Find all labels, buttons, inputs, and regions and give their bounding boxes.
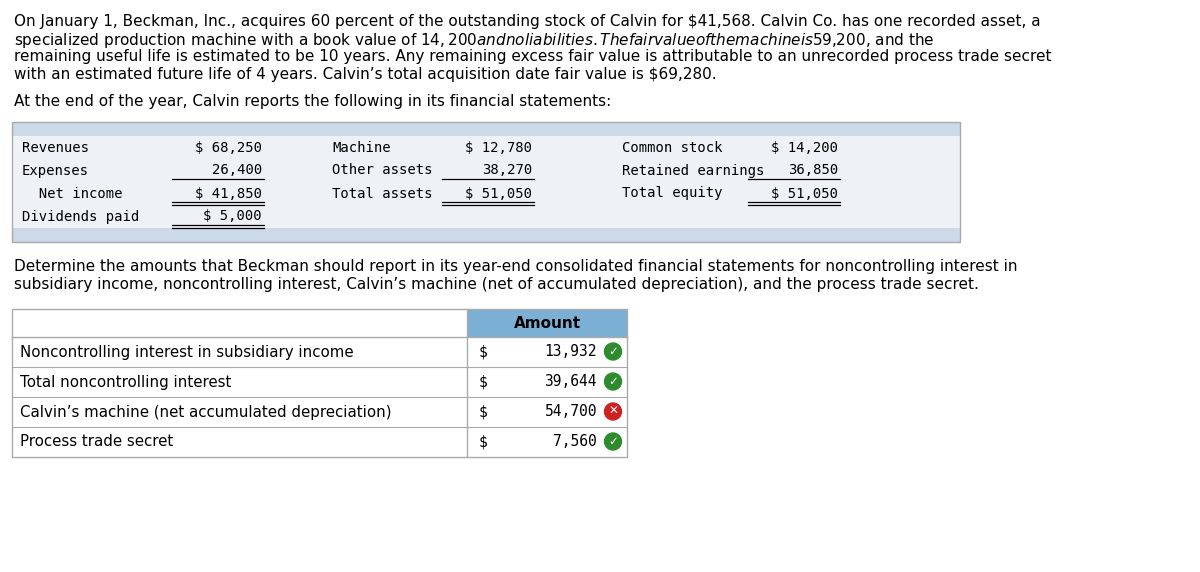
Text: Determine the amounts that Beckman should report in its year-end consolidated fi: Determine the amounts that Beckman shoul… bbox=[14, 260, 1018, 275]
Text: $ 68,250: $ 68,250 bbox=[194, 141, 262, 154]
Text: Retained earnings: Retained earnings bbox=[622, 164, 764, 177]
Circle shape bbox=[605, 343, 622, 360]
Text: subsidiary income, noncontrolling interest, Calvin’s machine (net of accumulated: subsidiary income, noncontrolling intere… bbox=[14, 277, 979, 292]
Text: 7,560: 7,560 bbox=[553, 435, 598, 450]
Bar bbox=[12, 308, 628, 456]
Text: ✕: ✕ bbox=[608, 405, 618, 418]
Text: with an estimated future life of 4 years. Calvin’s total acquisition date fair v: with an estimated future life of 4 years… bbox=[14, 66, 716, 81]
Text: 54,700: 54,700 bbox=[545, 404, 598, 419]
Bar bbox=[12, 308, 467, 336]
Circle shape bbox=[605, 433, 622, 450]
Bar bbox=[467, 308, 628, 336]
Text: $ 5,000: $ 5,000 bbox=[203, 209, 262, 224]
Text: specialized production machine with a book value of $14,200 and no liabilities. : specialized production machine with a bo… bbox=[14, 31, 935, 50]
Text: 39,644: 39,644 bbox=[545, 375, 598, 390]
Text: Process trade secret: Process trade secret bbox=[20, 435, 173, 450]
Text: $: $ bbox=[479, 344, 487, 359]
Text: At the end of the year, Calvin reports the following in its financial statements: At the end of the year, Calvin reports t… bbox=[14, 94, 611, 109]
Text: Expenses: Expenses bbox=[22, 164, 89, 177]
Text: $ 41,850: $ 41,850 bbox=[194, 186, 262, 201]
Bar bbox=[12, 136, 960, 228]
Text: ✓: ✓ bbox=[608, 375, 618, 388]
Text: Noncontrolling interest in subsidiary income: Noncontrolling interest in subsidiary in… bbox=[20, 344, 354, 359]
Text: $: $ bbox=[479, 375, 487, 390]
Text: Other assets: Other assets bbox=[332, 164, 432, 177]
Text: Revenues: Revenues bbox=[22, 141, 89, 154]
Text: $ 12,780: $ 12,780 bbox=[466, 141, 532, 154]
Circle shape bbox=[605, 403, 622, 420]
Text: $ 51,050: $ 51,050 bbox=[466, 186, 532, 201]
Text: Total noncontrolling interest: Total noncontrolling interest bbox=[20, 375, 232, 390]
Bar bbox=[12, 228, 960, 241]
Text: 26,400: 26,400 bbox=[211, 164, 262, 177]
Text: Machine: Machine bbox=[332, 141, 391, 154]
Text: Total assets: Total assets bbox=[332, 186, 432, 201]
Text: Calvin’s machine (net accumulated depreciation): Calvin’s machine (net accumulated deprec… bbox=[20, 404, 391, 419]
Text: 38,270: 38,270 bbox=[481, 164, 532, 177]
Text: $: $ bbox=[479, 404, 487, 419]
Text: On January 1, Beckman, Inc., acquires 60 percent of the outstanding stock of Cal: On January 1, Beckman, Inc., acquires 60… bbox=[14, 14, 1040, 29]
Text: Amount: Amount bbox=[514, 316, 581, 331]
Text: Total equity: Total equity bbox=[622, 186, 722, 201]
Text: Net income: Net income bbox=[22, 186, 122, 201]
Text: ✓: ✓ bbox=[608, 345, 618, 358]
Text: 36,850: 36,850 bbox=[787, 164, 838, 177]
Text: $: $ bbox=[479, 435, 487, 450]
Text: remaining useful life is estimated to be 10 years. Any remaining excess fair val: remaining useful life is estimated to be… bbox=[14, 49, 1051, 64]
Text: 13,932: 13,932 bbox=[545, 344, 598, 359]
Text: Dividends paid: Dividends paid bbox=[22, 209, 139, 224]
Text: ✓: ✓ bbox=[608, 435, 618, 448]
Circle shape bbox=[605, 373, 622, 390]
Bar bbox=[12, 121, 960, 241]
Bar bbox=[12, 121, 960, 136]
Text: Common stock: Common stock bbox=[622, 141, 722, 154]
Text: $ 51,050: $ 51,050 bbox=[772, 186, 838, 201]
Text: $ 14,200: $ 14,200 bbox=[772, 141, 838, 154]
Bar bbox=[12, 336, 628, 456]
